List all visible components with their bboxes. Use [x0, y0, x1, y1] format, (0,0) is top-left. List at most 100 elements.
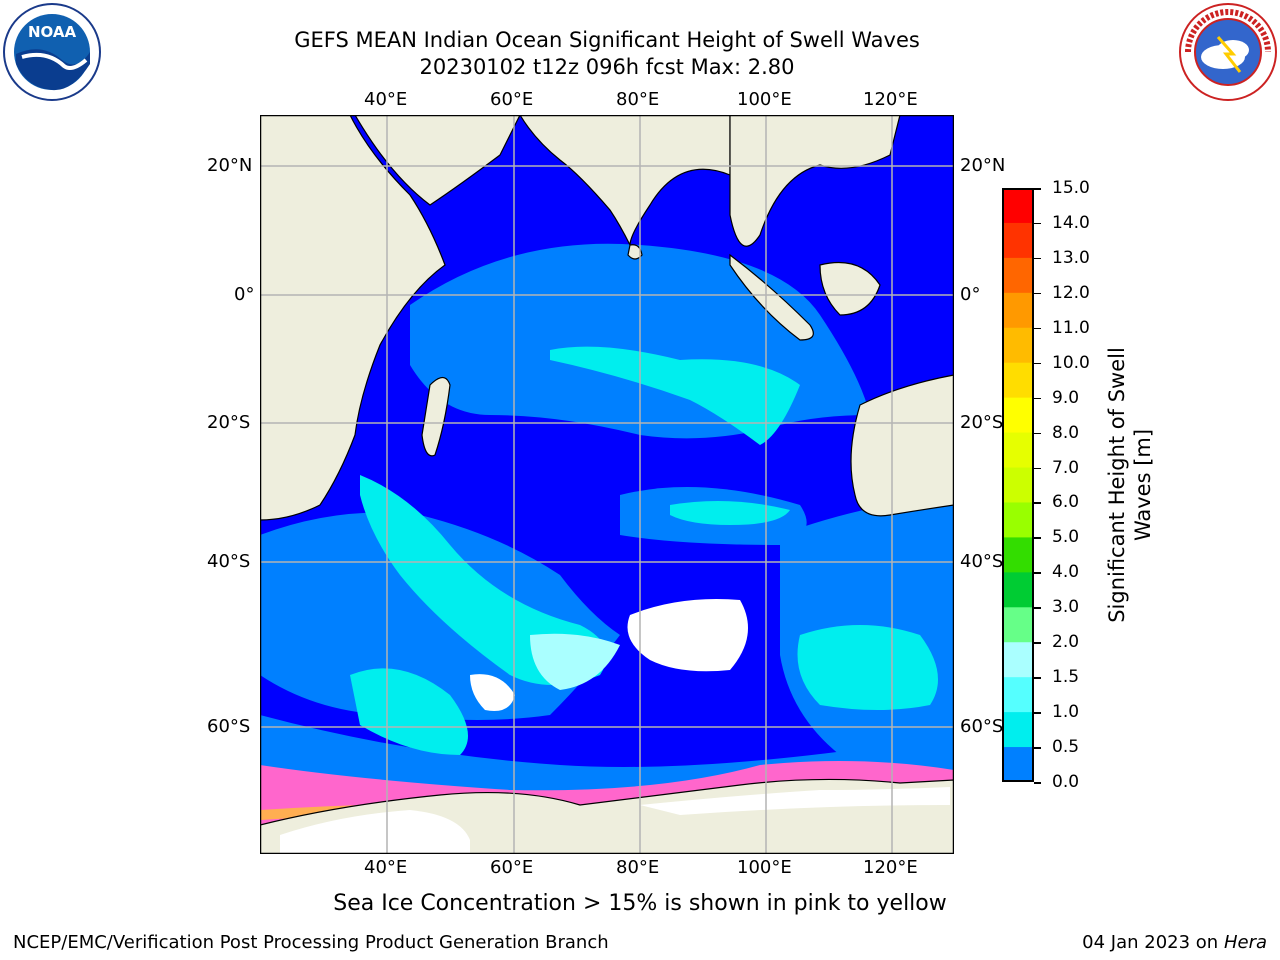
colorbar-tick-label: 1.0 — [1052, 702, 1080, 723]
colorbar-tick-label: 15.0 — [1052, 178, 1090, 198]
colorbar-tick-mark — [1034, 432, 1041, 435]
colorbar-segment — [1002, 327, 1034, 364]
sea-ice-note: Sea Ice Concentration > 15% is shown in … — [333, 891, 947, 916]
colorbar — [1002, 188, 1034, 782]
colorbar-tick-label: 7.0 — [1052, 457, 1080, 478]
footer-date: 04 Jan 2023 on Hera — [1082, 932, 1267, 954]
colorbar-segment — [1002, 502, 1034, 538]
lat-label-left: 40°S — [207, 551, 251, 572]
land-arabia — [354, 115, 521, 206]
colorbar-tick-mark — [1034, 607, 1041, 609]
colorbar-tick-label: 5.0 — [1052, 527, 1080, 548]
colorbar-segment — [1002, 432, 1034, 469]
colorbar-tick-mark — [1034, 642, 1041, 644]
ocean-band-high — [550, 346, 800, 445]
colorbar-segment — [1002, 397, 1034, 434]
colorbar-segment — [1002, 222, 1034, 259]
colorbar-tick-label: 9.0 — [1052, 387, 1080, 408]
colorbar-tick-label: 14.0 — [1052, 212, 1090, 233]
colorbar-label-line2: Waves [m] — [1131, 428, 1155, 542]
colorbar-tick-mark — [1034, 572, 1041, 574]
swell-height-map — [260, 115, 954, 854]
lon-label-top: 60°E — [490, 89, 534, 110]
colorbar-tick-label: 12.0 — [1052, 282, 1090, 303]
colorbar-tick-label: 4.0 — [1052, 562, 1080, 583]
lon-label-bottom: 80°E — [616, 857, 660, 878]
footer-branch: NCEP/EMC/Verification Post Processing Pr… — [13, 932, 609, 953]
colorbar-tick-mark — [1034, 747, 1041, 749]
colorbar-tick-mark — [1034, 362, 1041, 365]
lon-label-top: 120°E — [863, 89, 918, 110]
chart-title-line1: GEFS MEAN Indian Ocean Significant Heigh… — [294, 28, 920, 52]
svg-text:NOAA: NOAA — [28, 23, 77, 41]
antarctic-ice-shelf — [640, 787, 950, 815]
ocean-band-high — [797, 625, 938, 710]
lon-label-bottom: 120°E — [863, 857, 918, 878]
lat-label-left: 20°N — [207, 155, 253, 176]
colorbar-segment — [1002, 188, 1034, 224]
colorbar-segment — [1002, 257, 1034, 294]
ocean-band-high — [350, 668, 468, 755]
colorbar-segment — [1002, 747, 1034, 782]
colorbar-tick-mark — [1034, 677, 1041, 679]
colorbar-tick-mark — [1034, 712, 1041, 714]
colorbar-tick-mark — [1034, 257, 1041, 260]
footer-date-text: 04 Jan 2023 on — [1082, 932, 1224, 953]
map-gridlines — [260, 115, 954, 854]
nws-logo-icon — [1179, 3, 1277, 101]
land-africa — [260, 115, 446, 521]
antarctic-ice-shelf — [280, 810, 470, 854]
lat-label-right: 60°S — [960, 716, 1004, 737]
colorbar-tick-label: 13.0 — [1052, 247, 1090, 268]
lon-label-top: 40°E — [364, 89, 408, 110]
colorbar-tick-mark — [1034, 397, 1041, 400]
lat-label-right: 20°N — [960, 155, 1006, 176]
map-frame — [260, 115, 954, 854]
lat-label-right: 40°S — [960, 551, 1004, 572]
ice-free-gap — [470, 674, 515, 711]
colorbar-segment — [1002, 712, 1034, 748]
land-sumatra — [729, 253, 814, 341]
colorbar-tick-label: 10.0 — [1052, 352, 1090, 373]
colorbar-tick-mark — [1034, 782, 1041, 784]
colorbar-tick-label: 3.0 — [1052, 597, 1080, 618]
colorbar-tick-label: 11.0 — [1052, 317, 1090, 338]
colorbar-segment — [1002, 572, 1034, 608]
lon-label-bottom: 100°E — [737, 857, 792, 878]
lon-label-top: 100°E — [737, 89, 792, 110]
colorbar-segment — [1002, 642, 1034, 678]
colorbar-tick-mark — [1034, 327, 1041, 330]
land-india — [519, 115, 731, 246]
lon-label-bottom: 60°E — [490, 857, 534, 878]
ice-free-gap — [627, 599, 748, 672]
colorbar-tick-label: 6.0 — [1052, 492, 1080, 513]
colorbar-segment — [1002, 467, 1034, 503]
chart-title-line2: 20230102 t12z 096h fcst Max: 2.80 — [419, 55, 795, 79]
colorbar-segment — [1002, 677, 1034, 713]
colorbar-segment — [1002, 607, 1034, 643]
noaa-logo-icon: NOAA — [3, 3, 101, 101]
colorbar-label: Significant Height of Swell Waves [m] — [1104, 347, 1156, 623]
colorbar-tick-mark — [1034, 292, 1041, 295]
ocean-band-high — [360, 475, 607, 685]
colorbar-segment — [1002, 292, 1034, 329]
lat-label-left: 60°S — [207, 716, 251, 737]
colorbar-tick-mark — [1034, 537, 1041, 539]
colorbar-tick-mark — [1034, 222, 1041, 225]
colorbar-tick-label: 1.5 — [1052, 667, 1080, 688]
footer-host: Hera — [1223, 932, 1267, 953]
colorbar-tick-label: 8.0 — [1052, 422, 1080, 443]
lat-label-left: 0° — [234, 284, 255, 305]
land-srilanka — [627, 244, 643, 260]
land-borneo — [819, 261, 881, 316]
lat-label-left: 20°S — [207, 412, 251, 433]
colorbar-frame — [1002, 188, 1034, 782]
ocean-band-high — [670, 501, 790, 525]
lat-label-right: 20°S — [960, 412, 1004, 433]
colorbar-tick-label: 0.0 — [1052, 772, 1080, 792]
land-madagascar — [421, 376, 451, 457]
colorbar-tick-label: 2.0 — [1052, 632, 1080, 653]
ocean-band-high — [530, 633, 620, 690]
colorbar-tick-mark — [1034, 467, 1041, 470]
lat-label-right: 0° — [960, 284, 981, 305]
